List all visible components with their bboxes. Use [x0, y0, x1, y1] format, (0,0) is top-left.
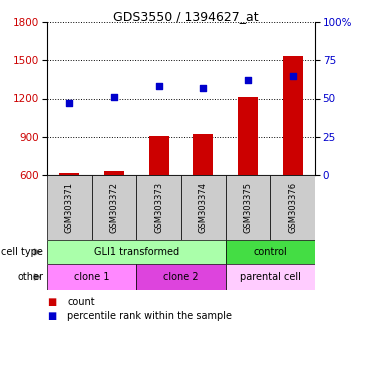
- Bar: [47, 175, 92, 240]
- Point: [245, 77, 251, 83]
- Text: clone 2: clone 2: [163, 272, 199, 282]
- Text: cell type: cell type: [1, 247, 43, 257]
- Text: percentile rank within the sample: percentile rank within the sample: [68, 311, 232, 321]
- Point: [156, 83, 162, 89]
- Text: GSM303374: GSM303374: [199, 182, 208, 233]
- Text: control: control: [253, 247, 287, 257]
- Bar: [47, 264, 136, 290]
- Text: GLI1 transformed: GLI1 transformed: [94, 247, 179, 257]
- Bar: [283, 56, 303, 175]
- Text: count: count: [68, 297, 95, 307]
- Bar: [149, 136, 169, 175]
- Text: other: other: [17, 272, 43, 282]
- Text: GSM303372: GSM303372: [109, 182, 118, 233]
- Bar: [59, 173, 79, 175]
- Bar: [47, 240, 226, 264]
- Point: [290, 73, 296, 79]
- Bar: [238, 97, 258, 175]
- Text: clone 1: clone 1: [74, 272, 109, 282]
- Bar: [181, 175, 226, 240]
- Point: [200, 85, 206, 91]
- Text: GSM303371: GSM303371: [65, 182, 74, 233]
- Text: GSM303375: GSM303375: [243, 182, 253, 233]
- Bar: [193, 134, 213, 175]
- Bar: [226, 264, 315, 290]
- Text: GSM303373: GSM303373: [154, 182, 163, 233]
- Bar: [136, 175, 181, 240]
- Text: GDS3550 / 1394627_at: GDS3550 / 1394627_at: [113, 10, 258, 23]
- Bar: [226, 240, 315, 264]
- Text: GSM303376: GSM303376: [288, 182, 297, 233]
- Text: parental cell: parental cell: [240, 272, 301, 282]
- Point: [66, 100, 72, 106]
- Bar: [104, 170, 124, 175]
- Text: ■: ■: [47, 297, 56, 307]
- Text: ■: ■: [47, 311, 56, 321]
- Point: [111, 94, 117, 100]
- Bar: [136, 264, 226, 290]
- Bar: [92, 175, 136, 240]
- Bar: [226, 175, 270, 240]
- Bar: [270, 175, 315, 240]
